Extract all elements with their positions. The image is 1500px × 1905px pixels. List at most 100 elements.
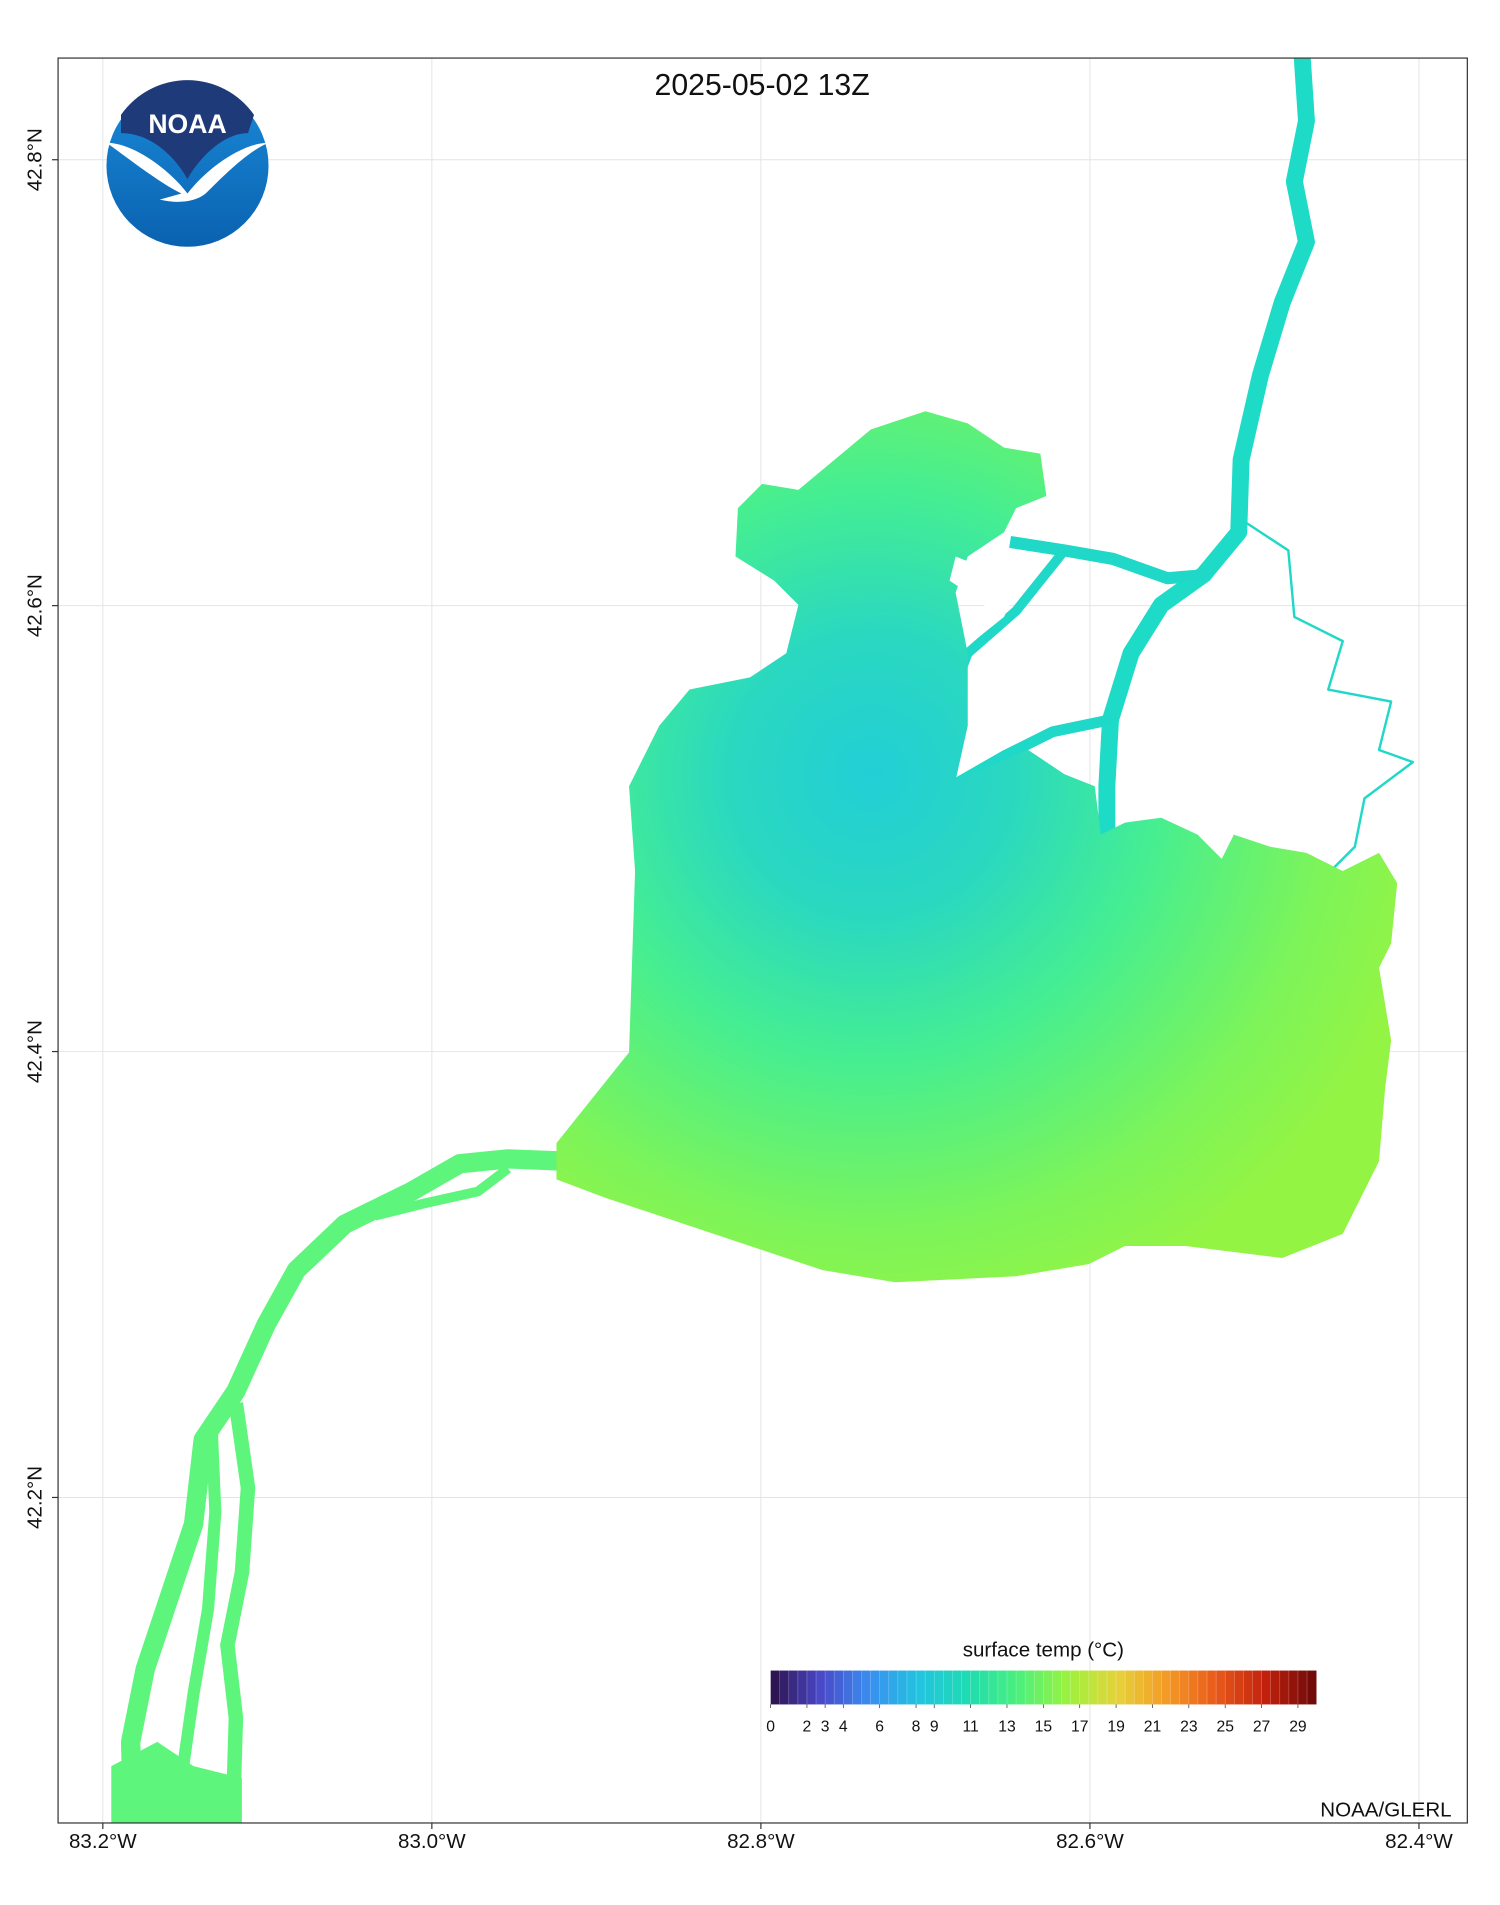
y-tick-label: 42.2°N bbox=[24, 1466, 47, 1529]
colorbar-swatch bbox=[925, 1670, 935, 1705]
colorbar-tick-label: 21 bbox=[1144, 1719, 1161, 1736]
colorbar-swatch bbox=[1125, 1670, 1135, 1705]
colorbar-swatch bbox=[1197, 1670, 1208, 1705]
colorbar-swatch bbox=[1252, 1670, 1262, 1705]
colorbar-swatch bbox=[1288, 1670, 1299, 1705]
colorbar-swatch bbox=[1079, 1670, 1090, 1705]
colorbar-swatch bbox=[1088, 1670, 1099, 1705]
st-clair-river-channel bbox=[952, 714, 1112, 789]
detroit-river-channel bbox=[220, 1402, 256, 1823]
colorbar-tick-label: 8 bbox=[912, 1719, 921, 1736]
colorbar-tick-label: 0 bbox=[766, 1719, 775, 1736]
colorbar-swatch bbox=[1234, 1670, 1244, 1705]
colorbar-tick-label: 23 bbox=[1180, 1719, 1198, 1736]
colorbar: surface temp (°C)0 2 3 4 6 8 9 11 13 15 17 19 21 23 25… bbox=[766, 1639, 1317, 1736]
x-tick-label: 83.2°W bbox=[69, 1830, 137, 1853]
colorbar-swatch bbox=[1216, 1670, 1226, 1705]
colorbar-swatch bbox=[1270, 1670, 1281, 1705]
island bbox=[949, 556, 1053, 696]
colorbar-swatch bbox=[1297, 1670, 1308, 1705]
colorbar-swatch bbox=[988, 1670, 999, 1705]
colorbar-swatch bbox=[888, 1670, 899, 1705]
plot-frame bbox=[57, 57, 1468, 1824]
colorbar-swatch bbox=[1307, 1670, 1317, 1705]
colorbar-swatch bbox=[806, 1670, 817, 1705]
colorbar-swatch bbox=[997, 1670, 1008, 1705]
colorbar-swatch bbox=[1016, 1670, 1026, 1705]
detroit-river-mouth bbox=[111, 1741, 242, 1823]
colorbar-swatch bbox=[979, 1670, 990, 1705]
colorbar-swatch bbox=[1143, 1670, 1153, 1705]
colorbar-swatch bbox=[779, 1670, 790, 1705]
colorbar-swatch bbox=[906, 1670, 917, 1705]
y-tick-label: 42.8°N bbox=[24, 128, 47, 191]
x-tick-label: 82.8°W bbox=[727, 1830, 795, 1853]
colorbar-tick-label: 9 bbox=[930, 1719, 939, 1736]
colorbar-label: surface temp (°C) bbox=[963, 1639, 1124, 1662]
colorbar-swatch bbox=[1207, 1670, 1217, 1705]
colorbar-tick-label: 17 bbox=[1071, 1719, 1088, 1736]
colorbar-swatch bbox=[770, 1670, 781, 1705]
colorbar-swatch bbox=[1179, 1670, 1190, 1705]
colorbar-tick-label: 19 bbox=[1107, 1719, 1124, 1736]
colorbar-swatch bbox=[1279, 1670, 1290, 1705]
x-tick-label: 83.0°W bbox=[398, 1830, 466, 1853]
colorbar-swatch bbox=[788, 1670, 799, 1705]
colorbar-tick-label: 3 bbox=[821, 1719, 830, 1736]
colorbar-tick-label: 13 bbox=[998, 1719, 1016, 1736]
colorbar-swatch bbox=[1152, 1670, 1162, 1705]
colorbar-swatch bbox=[1061, 1670, 1071, 1705]
noaa-logo: NOAA bbox=[106, 80, 269, 247]
colorbar-swatch bbox=[852, 1670, 862, 1705]
y-tick-label: 42.6°N bbox=[24, 574, 47, 637]
colorbar-swatch bbox=[834, 1670, 844, 1705]
colorbar-tick-label: 27 bbox=[1253, 1719, 1270, 1736]
st-clair-river-channel bbox=[1245, 521, 1415, 872]
colorbar-swatch bbox=[816, 1670, 826, 1705]
st-clair-river-channel bbox=[1009, 535, 1211, 585]
colorbar-swatch bbox=[1116, 1670, 1126, 1705]
colorbar-swatch bbox=[1170, 1670, 1181, 1705]
grid bbox=[58, 58, 1468, 1823]
colorbar-swatch bbox=[943, 1670, 953, 1705]
colorbar-swatch bbox=[1034, 1670, 1044, 1705]
st-clair-river bbox=[1098, 58, 1315, 850]
x-tick-label: 82.4°W bbox=[1385, 1830, 1453, 1853]
axes: 83.2°W 83.0°W 82.8°W 82.6°W 82.4°W 42.2°N 42.4… bbox=[24, 128, 1454, 1853]
colorbar-tick-label: 6 bbox=[875, 1719, 884, 1736]
detroit-river-channel bbox=[373, 1164, 511, 1221]
colorbar-swatch bbox=[1188, 1670, 1199, 1705]
detroit-river bbox=[120, 1149, 579, 1823]
colorbar-swatch bbox=[1043, 1670, 1053, 1705]
x-tick-label: 82.6°W bbox=[1056, 1830, 1124, 1853]
colorbar-swatch bbox=[1006, 1670, 1017, 1705]
colorbar-tick-label: 11 bbox=[962, 1719, 978, 1736]
colorbar-swatch bbox=[797, 1670, 808, 1705]
colorbar-swatch bbox=[1134, 1670, 1144, 1705]
y-tick-label: 42.4°N bbox=[24, 1020, 47, 1083]
colorbar-swatch bbox=[934, 1670, 944, 1705]
colorbar-swatch bbox=[1106, 1670, 1117, 1705]
colorbar-swatch bbox=[1161, 1670, 1172, 1705]
credit: NOAA/GLERL bbox=[1320, 1798, 1451, 1821]
colorbar-swatch bbox=[861, 1670, 871, 1705]
colorbar-swatch bbox=[1025, 1670, 1035, 1705]
colorbar-swatch bbox=[1052, 1670, 1062, 1705]
colorbar-tick-label: 2 bbox=[803, 1719, 812, 1736]
colorbar-tick-label: 25 bbox=[1216, 1719, 1234, 1736]
colorbar-swatch bbox=[952, 1670, 962, 1705]
water-surface bbox=[111, 58, 1415, 1823]
colorbar-swatch bbox=[870, 1670, 881, 1705]
colorbar-tick-label: 4 bbox=[839, 1719, 848, 1736]
colorbar-swatch bbox=[843, 1670, 853, 1705]
colorbar-tick-label: 29 bbox=[1289, 1719, 1306, 1736]
colorbar-swatch bbox=[961, 1670, 971, 1705]
colorbar-swatch bbox=[1243, 1670, 1253, 1705]
colorbar-tick-label: 15 bbox=[1035, 1719, 1053, 1736]
colorbar-swatch bbox=[1261, 1670, 1272, 1705]
colorbar-swatch bbox=[879, 1670, 890, 1705]
colorbar-swatch bbox=[897, 1670, 908, 1705]
lake-st-clair bbox=[556, 411, 1398, 1283]
